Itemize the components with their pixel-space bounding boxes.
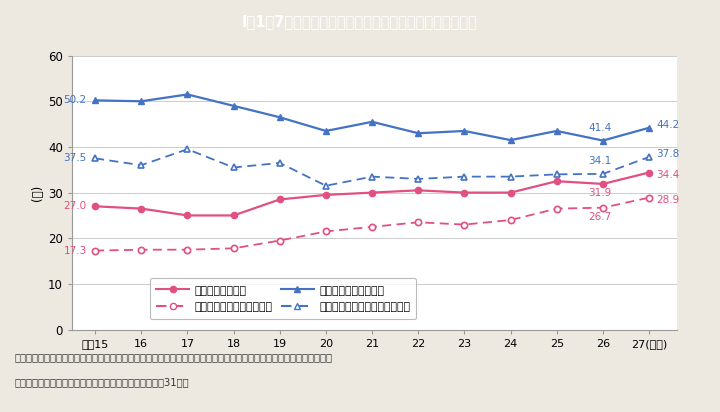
Text: 34.1: 34.1 (588, 156, 612, 166)
Text: 26.7: 26.7 (588, 212, 612, 222)
Text: I－1－7図　地方公務員採用者に占める女性の割合の推移: I－1－7図 地方公務員採用者に占める女性の割合の推移 (242, 14, 478, 29)
Text: 37.8: 37.8 (656, 149, 679, 159)
Text: ２．採用期間は，各年４月１日から翠年３朎31日。: ２．採用期間は，各年４月１日から翠年３朎31日。 (14, 377, 189, 387)
Text: 34.4: 34.4 (656, 170, 679, 180)
Text: 28.9: 28.9 (656, 195, 679, 206)
Y-axis label: (％): (％) (31, 185, 44, 201)
Text: 50.2: 50.2 (63, 95, 86, 105)
Text: 27.0: 27.0 (63, 201, 86, 211)
Legend: 都道府県（全体）, 都道府県（大学卒業程度）, 政令指定都市（全体）, 政令指定都市（大学卒業程度）: 都道府県（全体）, 都道府県（大学卒業程度）, 政令指定都市（全体）, 政令指定… (150, 278, 416, 319)
Text: 37.5: 37.5 (63, 153, 86, 164)
Text: 44.2: 44.2 (656, 120, 679, 130)
Text: 31.9: 31.9 (588, 188, 612, 199)
Text: 17.3: 17.3 (63, 246, 86, 255)
Text: （備考）　１．内閣府「地方公共団体における男女共同参画社会の形成又は女性に関する施策の推進状況」より作成。: （備考） １．内閣府「地方公共団体における男女共同参画社会の形成又は女性に関する… (14, 352, 333, 362)
Text: 41.4: 41.4 (588, 123, 612, 133)
